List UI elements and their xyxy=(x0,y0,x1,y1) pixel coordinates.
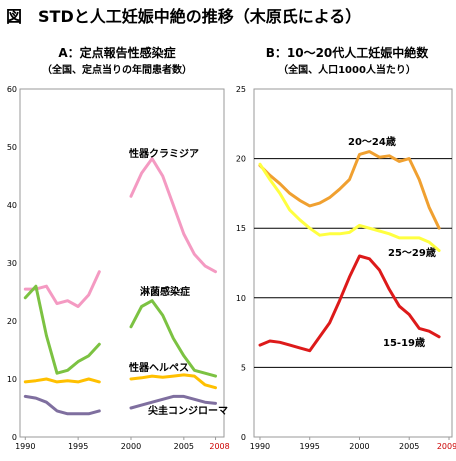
series-line-b-3 xyxy=(258,254,441,353)
x-tick-label-a: 1990 xyxy=(15,442,35,451)
series-label-b-1: 20～24歳 xyxy=(348,135,396,148)
y-tick-label-b: 25 xyxy=(236,85,246,94)
series-line-a-3 xyxy=(23,377,101,384)
series-label-b-2: 25～29歳 xyxy=(388,246,436,259)
x-tick-label-a: 2000 xyxy=(121,442,141,451)
x-tick-label-b: 1990 xyxy=(250,442,270,451)
series-label-b-3: 15-19歳 xyxy=(383,336,425,349)
series-line-b-1 xyxy=(258,150,441,230)
x-tick-label-b: 2009 xyxy=(437,442,456,451)
y-tick-label-a: 40 xyxy=(7,201,17,210)
series-label-a-2: 淋菌感染症 xyxy=(140,285,190,298)
chart-b: 0 5 10 15 20 25 1990 1995 2000 2005 2009 20～24歳 25～2… xyxy=(236,85,456,451)
x-tick-label-a: 1995 xyxy=(68,442,88,451)
series-label-a-1: 性器クラミジア xyxy=(128,147,199,160)
series-line-a-4 xyxy=(23,394,101,416)
y-tick-label-a: 0 xyxy=(12,433,17,442)
x-tick-label-b: 2000 xyxy=(349,442,369,451)
panel-a-subtitle: （全国、定点当りの年間患者数） xyxy=(42,65,192,76)
series-line-a-1 xyxy=(129,157,217,274)
figure-title: 図 STDと人工妊娠中絶の推移（木原氏による） xyxy=(6,7,362,26)
y-tick-label-a: 10 xyxy=(7,375,17,384)
panel-a-title: A：定点報告性感染症 xyxy=(58,46,176,60)
chart-a: 0 10 20 30 40 50 60 1990 1995 2000 2005 2008 性器クラミジア… xyxy=(7,85,230,451)
y-tick-label-a: 50 xyxy=(7,143,17,152)
plot-area-a xyxy=(19,88,225,438)
series-label-a-3: 性器ヘルペス xyxy=(128,361,189,374)
x-tick-label-b: 1995 xyxy=(300,442,320,451)
x-tick-label-a: 2005 xyxy=(174,442,194,451)
series-label-a-4: 尖圭コンジローマ xyxy=(148,404,228,417)
panel-b-subtitle: （全国、人口1000人当たり） xyxy=(278,65,416,76)
plot-area-b xyxy=(253,88,453,438)
series-line-a-3 xyxy=(129,373,217,390)
y-tick-label-b: 20 xyxy=(236,155,246,164)
y-tick-label-b: 15 xyxy=(236,224,246,233)
panel-b-title: B：10～20代人工妊娠中絶数 xyxy=(265,46,429,60)
series-line-a-2 xyxy=(23,284,101,375)
series-line-b-2 xyxy=(258,162,441,252)
y-tick-label-b: 5 xyxy=(241,363,246,372)
x-tick-label-a: 2008 xyxy=(209,442,229,451)
y-tick-label-b: 0 xyxy=(241,433,246,442)
y-tick-label-a: 30 xyxy=(7,259,17,268)
series-line-a-2 xyxy=(129,299,217,378)
y-tick-label-a: 60 xyxy=(7,85,17,94)
x-tick-label-b: 2005 xyxy=(399,442,419,451)
y-tick-label-a: 20 xyxy=(7,317,17,326)
series-line-a-4 xyxy=(129,394,217,410)
y-tick-label-b: 10 xyxy=(236,294,246,303)
